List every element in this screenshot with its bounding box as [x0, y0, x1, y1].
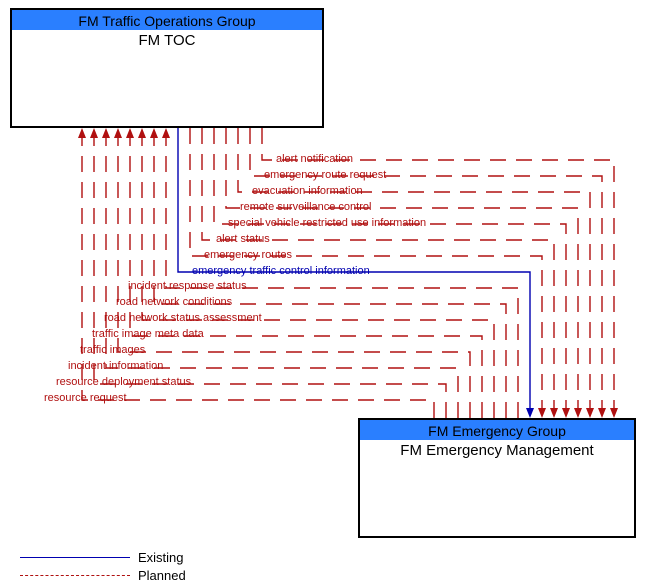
legend-row-existing: Existing — [20, 548, 186, 566]
arrow-head — [162, 128, 170, 138]
arrow-head — [562, 408, 570, 418]
flow-label: remote surveillance control — [240, 201, 371, 213]
arrow-head — [114, 128, 122, 138]
arrow-head — [610, 408, 618, 418]
legend: Existing Planned — [20, 548, 186, 584]
legend-line-planned — [20, 575, 130, 576]
flow-label: evacuation information — [252, 185, 363, 197]
arrow-head — [586, 408, 594, 418]
node-fm-toc: FM Traffic Operations Group FM TOC — [10, 8, 324, 128]
arrow-head — [550, 408, 558, 418]
arrow-head — [538, 408, 546, 418]
node-fm-emergency: FM Emergency Group FM Emergency Manageme… — [358, 418, 636, 538]
legend-line-existing — [20, 557, 130, 558]
node-fm-emergency-header: FM Emergency Group — [360, 420, 634, 440]
flow-label: alert status — [216, 233, 270, 245]
diagram-container: FM Traffic Operations Group FM TOC FM Em… — [0, 0, 646, 586]
node-fm-toc-header: FM Traffic Operations Group — [12, 10, 322, 30]
flow-label: traffic images — [80, 344, 145, 356]
arrow-head — [150, 128, 158, 138]
flow-label: road network status assessment — [104, 312, 262, 324]
flow-label: incident information — [68, 360, 163, 372]
legend-row-planned: Planned — [20, 566, 186, 584]
legend-label-existing: Existing — [138, 550, 184, 565]
flow-label: resource request — [44, 392, 127, 404]
arrow-head — [126, 128, 134, 138]
arrow-head — [78, 128, 86, 138]
flow-label: resource deployment status — [56, 376, 191, 388]
flow-label: emergency routes — [204, 249, 292, 261]
arrow-head — [138, 128, 146, 138]
arrow-head — [102, 128, 110, 138]
arrow-head — [526, 408, 534, 418]
arrow-head — [574, 408, 582, 418]
flow-label: incident response status — [128, 280, 247, 292]
flow-label: road network conditions — [116, 296, 232, 308]
legend-label-planned: Planned — [138, 568, 186, 583]
node-fm-toc-title: FM TOC — [12, 30, 322, 51]
flow-label: special vehicle restricted use informati… — [228, 217, 426, 229]
arrow-head — [598, 408, 606, 418]
node-fm-emergency-title: FM Emergency Management — [360, 440, 634, 461]
flow-label: alert notification — [276, 153, 353, 165]
arrow-head — [90, 128, 98, 138]
flow-label: traffic image meta data — [92, 328, 204, 340]
flow-label: emergency traffic control information — [192, 265, 370, 277]
flow-label: emergency route request — [264, 169, 386, 181]
